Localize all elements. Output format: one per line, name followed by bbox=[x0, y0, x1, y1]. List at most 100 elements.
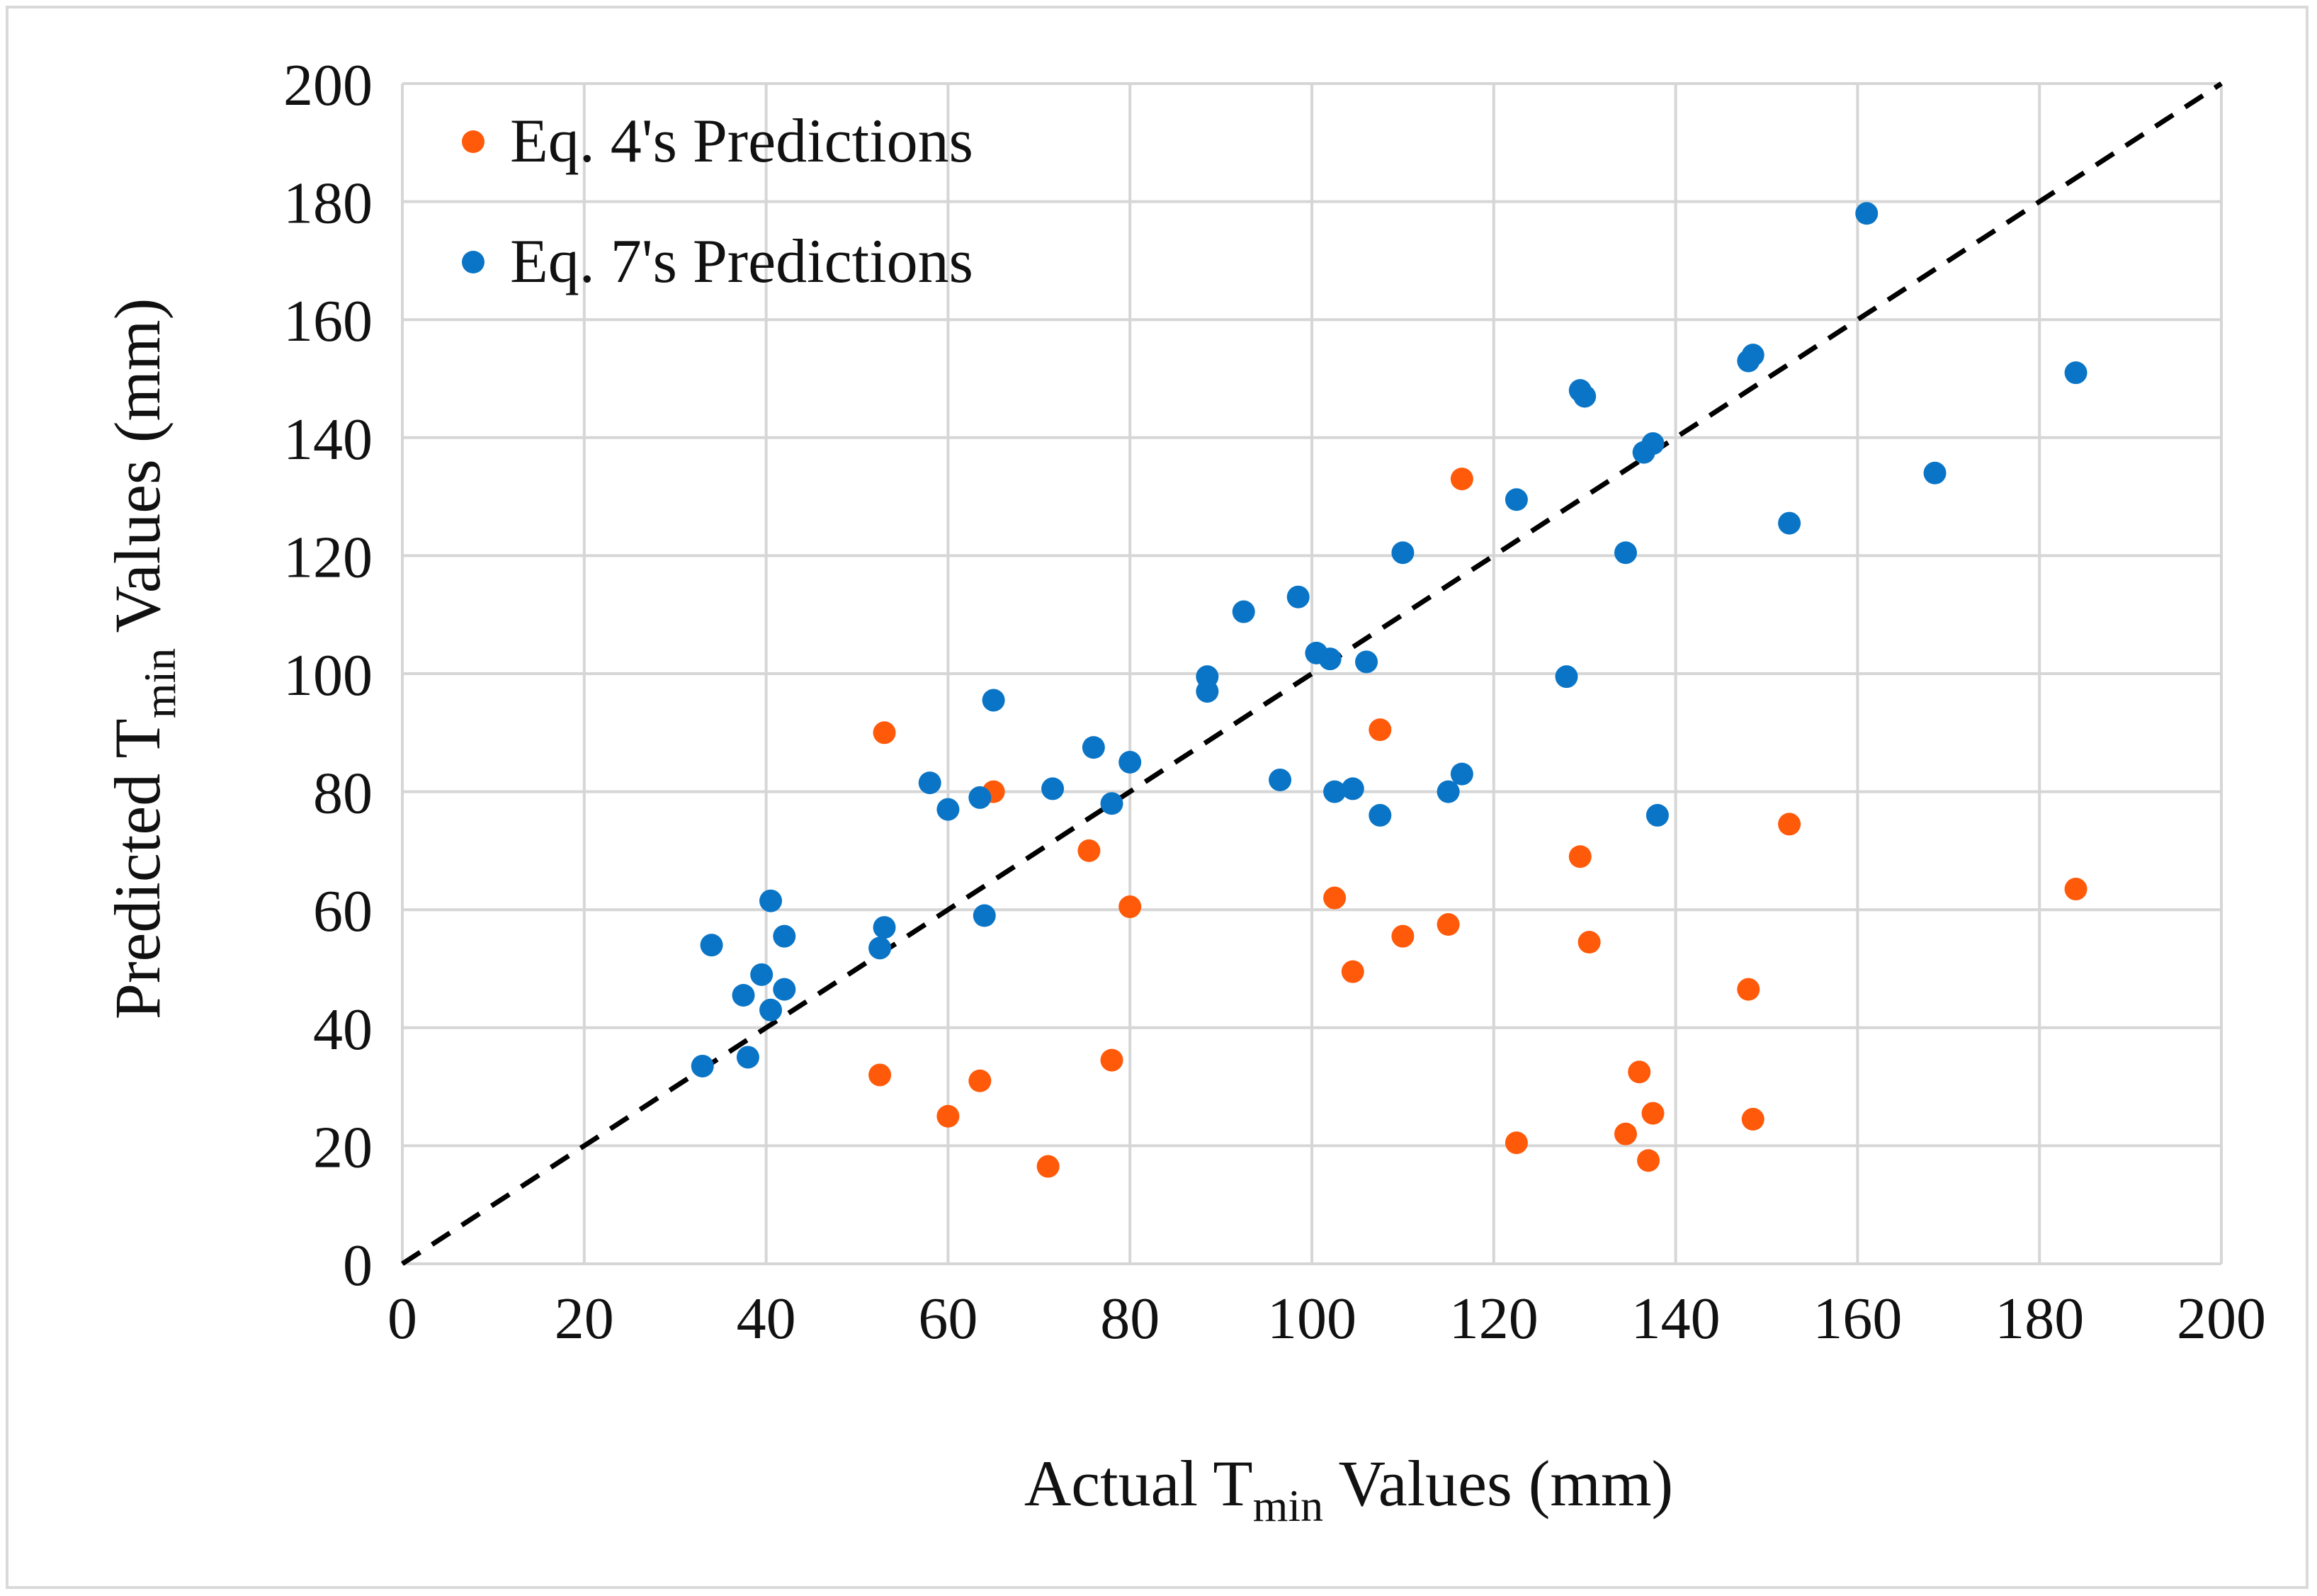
data-point bbox=[1318, 647, 1342, 671]
data-point bbox=[1437, 913, 1460, 936]
data-point bbox=[1100, 1048, 1123, 1072]
x-tick-label: 0 bbox=[387, 1286, 417, 1352]
y-tick-label: 100 bbox=[283, 643, 373, 708]
y-tick-label: 160 bbox=[283, 288, 373, 354]
data-point bbox=[1036, 1155, 1060, 1178]
chart-frame bbox=[6, 6, 2308, 1589]
data-point bbox=[759, 998, 783, 1021]
y-tick-label: 120 bbox=[283, 524, 373, 590]
data-point bbox=[1645, 803, 1669, 827]
y-axis-title: Predicted Tmin Values (mm) bbox=[101, 298, 185, 1020]
data-point bbox=[982, 689, 1005, 712]
y-tick-label: 0 bbox=[343, 1233, 373, 1298]
data-point bbox=[1778, 813, 1801, 836]
data-point bbox=[1323, 780, 1347, 803]
x-axis-title: Actual Tmin Values (mm) bbox=[1024, 1447, 1673, 1531]
data-point bbox=[1369, 803, 1392, 827]
data-point bbox=[700, 934, 723, 957]
data-point bbox=[1041, 777, 1065, 800]
x-tick-label: 140 bbox=[1631, 1286, 1721, 1352]
data-point bbox=[1196, 665, 1219, 689]
data-point bbox=[968, 786, 992, 809]
y-axis-title-suffix: Values (mm) bbox=[101, 298, 174, 648]
y-tick-label: 180 bbox=[283, 171, 373, 237]
data-point bbox=[1568, 845, 1592, 868]
data-point bbox=[1118, 895, 1142, 919]
data-point bbox=[1341, 960, 1364, 983]
data-point bbox=[873, 721, 896, 745]
legend: Eq. 4's Predictions Eq. 7's Predictions bbox=[462, 107, 973, 296]
data-point bbox=[1641, 1102, 1665, 1125]
data-point bbox=[759, 889, 783, 912]
data-point bbox=[1628, 1060, 1651, 1084]
data-point bbox=[732, 983, 755, 1007]
data-point bbox=[691, 1054, 714, 1077]
x-tick-label: 200 bbox=[2177, 1286, 2266, 1352]
grid bbox=[401, 82, 2223, 1265]
data-point bbox=[1355, 650, 1378, 674]
x-axis-title-subscript: min bbox=[1253, 1481, 1324, 1531]
data-point bbox=[968, 1069, 992, 1092]
data-point bbox=[1450, 762, 1473, 786]
x-axis-title-suffix: Values (mm) bbox=[1323, 1447, 1673, 1519]
data-point bbox=[736, 1046, 759, 1069]
data-point bbox=[1614, 541, 1637, 565]
y-tick-label: 60 bbox=[313, 878, 373, 944]
data-point bbox=[1437, 780, 1460, 803]
x-tick-label: 80 bbox=[1100, 1286, 1160, 1352]
y-axis-title-subscript: min bbox=[135, 648, 185, 719]
data-point bbox=[1391, 924, 1415, 948]
data-point bbox=[1637, 1149, 1660, 1172]
data-point bbox=[973, 904, 996, 927]
data-point bbox=[1323, 886, 1347, 910]
data-point bbox=[1923, 461, 1947, 485]
data-point bbox=[1118, 750, 1142, 774]
y-tick-label: 20 bbox=[313, 1114, 373, 1180]
data-point bbox=[1614, 1122, 1637, 1145]
x-axis-title-prefix: Actual T bbox=[1024, 1447, 1253, 1519]
data-point bbox=[1082, 736, 1105, 759]
x-tick-label: 120 bbox=[1449, 1286, 1539, 1352]
data-point bbox=[773, 978, 796, 1001]
data-point bbox=[1577, 931, 1601, 954]
y-tick-label: 80 bbox=[313, 761, 373, 827]
data-point bbox=[1505, 1131, 1528, 1155]
data-point bbox=[1369, 718, 1392, 742]
data-point bbox=[1232, 600, 1255, 623]
data-point bbox=[750, 963, 774, 986]
data-points bbox=[691, 202, 2087, 1178]
data-point bbox=[1741, 1107, 1764, 1131]
data-point bbox=[1286, 585, 1310, 609]
legend-marker-eq7 bbox=[462, 251, 485, 273]
data-point bbox=[2064, 361, 2087, 385]
x-tick-label: 20 bbox=[555, 1286, 614, 1352]
y-axis-title-prefix: Predicted T bbox=[101, 718, 174, 1019]
data-point bbox=[1391, 541, 1415, 565]
data-point bbox=[1741, 344, 1764, 367]
y-tick-label: 140 bbox=[283, 407, 373, 472]
data-point bbox=[1573, 385, 1597, 408]
data-point bbox=[2064, 878, 2087, 901]
data-point bbox=[1641, 432, 1665, 455]
series-eq7 bbox=[691, 202, 2087, 1077]
x-tick-label: 180 bbox=[1995, 1286, 2084, 1352]
data-point bbox=[1505, 488, 1528, 511]
series-eq4 bbox=[868, 468, 2087, 1178]
data-point bbox=[1100, 792, 1123, 815]
data-point bbox=[868, 1063, 892, 1087]
data-point bbox=[873, 916, 896, 939]
x-tick-label: 160 bbox=[1813, 1286, 1902, 1352]
legend-label-eq7: Eq. 7's Predictions bbox=[510, 227, 973, 296]
data-point bbox=[936, 1104, 960, 1128]
tick-labels: 0 20 40 60 80 100 120 140 160 180 200 0 20 40 60 80 100 1… bbox=[283, 52, 2266, 1352]
x-tick-label: 40 bbox=[737, 1286, 796, 1352]
x-tick-label: 100 bbox=[1267, 1286, 1356, 1352]
data-point bbox=[1077, 839, 1101, 862]
data-point bbox=[1555, 665, 1578, 689]
data-point bbox=[1855, 202, 1879, 225]
data-point bbox=[1450, 468, 1473, 491]
x-tick-label: 60 bbox=[918, 1286, 978, 1352]
y-tick-label: 200 bbox=[283, 52, 373, 118]
data-point bbox=[1778, 511, 1801, 535]
